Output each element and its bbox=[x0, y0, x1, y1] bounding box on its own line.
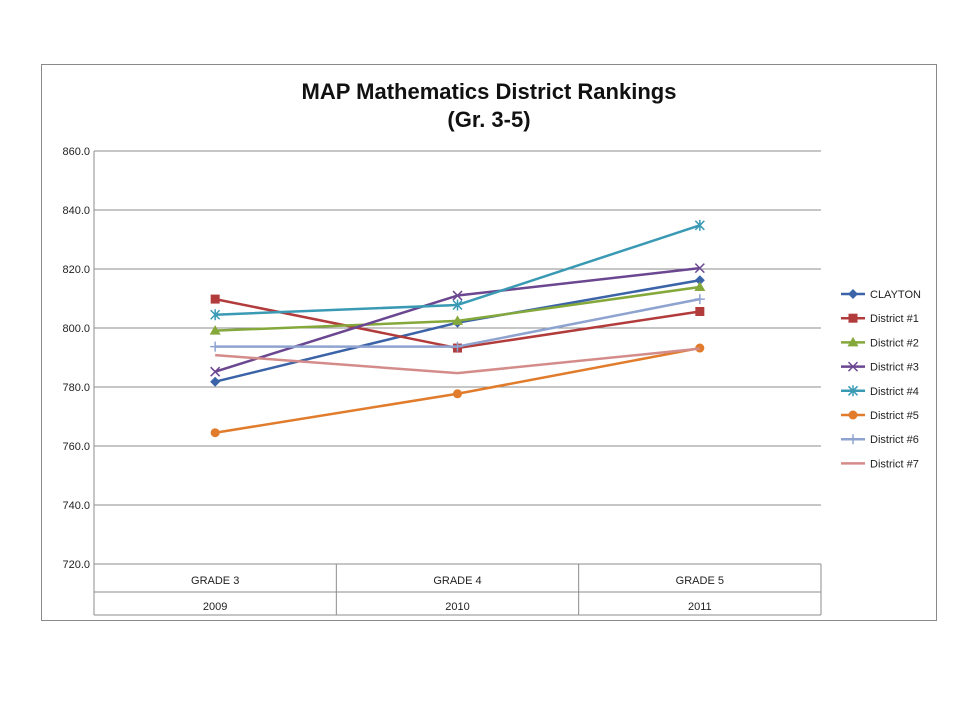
legend-item: District #6 bbox=[841, 434, 919, 446]
legend-marker bbox=[848, 289, 858, 299]
legend-item: District #2 bbox=[841, 336, 919, 349]
series-0 bbox=[210, 275, 705, 387]
x-year-label: 2010 bbox=[445, 601, 469, 613]
legend-label: District #7 bbox=[870, 458, 919, 470]
legend-item: District #4 bbox=[841, 385, 919, 398]
data-point bbox=[452, 315, 463, 325]
data-point bbox=[209, 325, 221, 335]
data-point bbox=[210, 294, 220, 304]
legend-label: District #4 bbox=[870, 386, 919, 398]
data-point bbox=[695, 343, 705, 353]
chart-title: MAP Mathematics District Rankings bbox=[302, 79, 677, 104]
series-4 bbox=[210, 219, 705, 321]
data-point bbox=[694, 275, 705, 286]
data-point bbox=[210, 366, 221, 377]
x-category-label: GRADE 5 bbox=[676, 575, 724, 587]
x-category-label: GRADE 4 bbox=[433, 575, 481, 587]
legend-item: District #3 bbox=[841, 361, 919, 374]
legend-item: CLAYTON bbox=[841, 289, 921, 301]
series-layer bbox=[209, 219, 706, 438]
series-5 bbox=[210, 343, 705, 438]
y-tick-label: 840.0 bbox=[62, 205, 90, 217]
y-tick-label: 800.0 bbox=[62, 323, 90, 335]
legend-marker bbox=[848, 410, 858, 420]
data-point bbox=[210, 428, 220, 438]
y-tick-label: 760.0 bbox=[62, 441, 90, 453]
data-point bbox=[452, 341, 463, 352]
data-point bbox=[452, 299, 463, 311]
y-tick-label: 720.0 bbox=[62, 559, 90, 571]
data-point bbox=[210, 309, 221, 321]
chart-frame: MAP Mathematics District Rankings (Gr. 3… bbox=[41, 64, 937, 621]
data-point bbox=[694, 263, 705, 274]
legend-item: District #7 bbox=[841, 458, 919, 470]
data-point bbox=[694, 294, 705, 305]
y-tick-label: 860.0 bbox=[62, 146, 90, 158]
data-point bbox=[452, 290, 463, 301]
legend-label: District #1 bbox=[870, 313, 919, 325]
series-line bbox=[215, 347, 700, 375]
axis-layer: 720.0 740.0 760.0 780.0 800.0 820.0 840.0 860.0… bbox=[62, 146, 822, 616]
data-point bbox=[210, 341, 221, 352]
series-7 bbox=[215, 347, 700, 375]
legend-marker bbox=[848, 313, 858, 323]
y-tick-label: 780.0 bbox=[62, 382, 90, 394]
legend-label: District #3 bbox=[870, 362, 919, 374]
series-6 bbox=[210, 294, 705, 352]
data-point bbox=[453, 389, 462, 399]
legend-item: District #1 bbox=[841, 313, 919, 325]
x-year-label: 2009 bbox=[203, 601, 227, 613]
chart-subtitle: (Gr. 3-5) bbox=[447, 107, 530, 132]
legend-label: District #6 bbox=[870, 434, 919, 446]
legend-marker bbox=[847, 361, 859, 372]
data-point bbox=[694, 219, 705, 231]
legend-item: District #5 bbox=[841, 410, 919, 422]
x-year-label: 2011 bbox=[688, 601, 712, 613]
x-category-label: GRADE 3 bbox=[191, 575, 239, 587]
legend-label: District #5 bbox=[870, 410, 919, 422]
data-point bbox=[694, 281, 706, 291]
y-tick-label: 820.0 bbox=[62, 264, 90, 276]
legend-label: District #2 bbox=[870, 337, 919, 349]
y-tick-label: 740.0 bbox=[62, 500, 90, 512]
chart-svg: MAP Mathematics District Rankings (Gr. 3… bbox=[62, 79, 921, 616]
series-2 bbox=[209, 281, 706, 335]
data-point bbox=[695, 306, 705, 316]
data-point bbox=[210, 376, 221, 387]
legend-marker bbox=[848, 434, 858, 445]
legend-marker bbox=[847, 385, 859, 397]
grid-layer bbox=[94, 150, 821, 565]
legend-label: CLAYTON bbox=[870, 289, 921, 301]
legend-marker bbox=[847, 336, 859, 347]
legend: CLAYTON District #1 District #2 District #3… bbox=[841, 289, 921, 470]
